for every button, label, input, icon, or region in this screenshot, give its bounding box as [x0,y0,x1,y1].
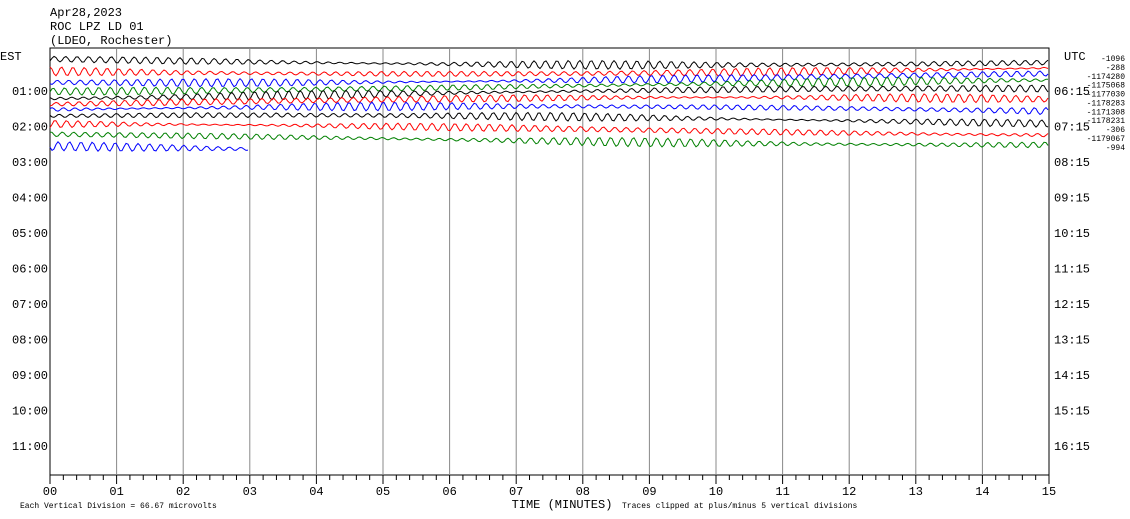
x-tick-label: 14 [975,485,989,499]
utc-label: 15:15 [1054,405,1090,419]
x-tick-label: 05 [376,485,390,499]
left-title: EST [0,50,22,64]
scale-note: Each Vertical Division = 66.67 microvolt… [20,502,217,511]
network: (LDEO, Rochester) [50,34,172,48]
utc-label: 07:15 [1054,121,1090,135]
utc-label: 10:15 [1054,227,1090,241]
x-tick-label: 03 [243,485,257,499]
x-tick-label: 08 [576,485,590,499]
trace-label: -1178231 [1087,117,1126,126]
trace [49,120,1049,138]
x-tick-label: 10 [709,485,723,499]
utc-label: 06:15 [1054,85,1090,99]
utc-label: 12:15 [1054,298,1090,312]
x-title: TIME (MINUTES) [512,498,613,512]
trace-label: -1171308 [1087,108,1126,117]
plot-frame [49,47,1050,476]
x-tick-label: 00 [43,485,57,499]
est-label: 03:00 [12,156,48,170]
est-label: 09:00 [12,369,48,383]
est-label: 07:00 [12,298,48,312]
est-label: 11:00 [12,440,48,454]
trace-label: -1177030 [1087,91,1126,100]
trace [49,131,1049,149]
trace-label: -306 [1106,126,1125,135]
trace [49,84,1049,101]
clip-note: Traces clipped at plus/minus 5 vertical … [622,502,857,511]
trace [49,55,1049,70]
x-tick-label: 13 [909,485,923,499]
trace [49,101,1049,116]
utc-label: 08:15 [1054,156,1090,170]
x-tick-label: 06 [442,485,456,499]
est-label: 02:00 [12,121,48,135]
trace [49,66,1049,78]
trace [49,70,1049,88]
trace-label: -1096 [1101,55,1125,64]
x-tick-label: 12 [842,485,856,499]
x-tick-label: 07 [509,485,523,499]
trace-label: -1179067 [1087,135,1126,144]
utc-label: 16:15 [1054,440,1090,454]
utc-label: 11:15 [1054,263,1090,277]
est-label: 01:00 [12,85,48,99]
utc-label: 14:15 [1054,369,1090,383]
est-label: 05:00 [12,227,48,241]
x-tick-label: 01 [109,485,123,499]
right-title: UTC [1064,50,1086,64]
x-tick-label: 02 [176,485,190,499]
utc-label: 13:15 [1054,334,1090,348]
est-label: 06:00 [12,263,48,277]
trace-label: -994 [1106,144,1125,153]
x-tick-label: 04 [309,485,323,499]
trace [49,76,1048,96]
trace [49,93,1049,107]
est-label: 08:00 [12,334,48,348]
trace-label: -288 [1106,64,1125,73]
date: Apr28,2023 [50,6,122,20]
x-tick-label: 11 [775,485,789,499]
trace [49,111,1049,128]
utc-label: 09:15 [1054,192,1090,206]
trace-label: -1174280 [1087,73,1126,82]
trace [49,141,249,152]
station: ROC LPZ LD 01 [50,20,144,34]
est-label: 04:00 [12,192,48,206]
x-tick-label: 09 [642,485,656,499]
x-tick-label: 15 [1042,485,1056,499]
trace-label: -1178283 [1087,99,1126,108]
trace-label: -1175068 [1087,82,1126,91]
est-label: 10:00 [12,405,48,419]
